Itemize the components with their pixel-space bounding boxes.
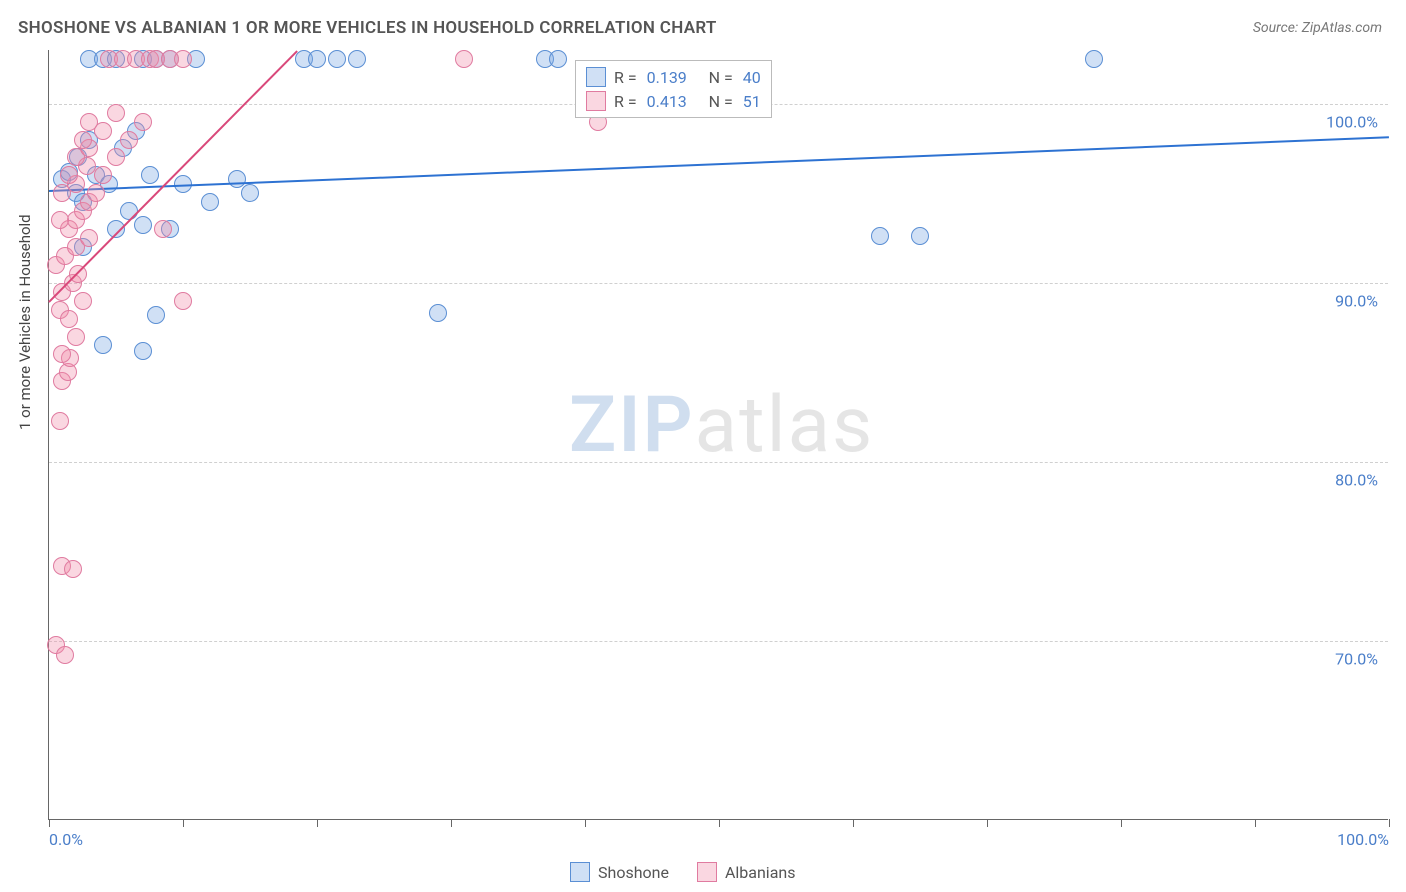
legend-n-value: 40 [743, 68, 761, 87]
data-point [174, 50, 192, 68]
legend-item-shoshone: Shoshone [570, 862, 669, 882]
x-tick [1121, 819, 1122, 827]
gridline [49, 283, 1388, 284]
data-point [1085, 50, 1103, 68]
data-point [67, 328, 85, 346]
data-point [74, 292, 92, 310]
source-label: Source: ZipAtlas.com [1253, 20, 1382, 36]
y-tick-label: 100.0% [1326, 112, 1378, 131]
legend-r-value: 0.413 [647, 92, 701, 111]
chart-title: SHOSHONE VS ALBANIAN 1 OR MORE VEHICLES … [18, 18, 717, 38]
gridline [49, 641, 1388, 642]
data-point [308, 50, 326, 68]
data-point [429, 304, 447, 322]
x-tick [719, 819, 720, 827]
data-point [134, 342, 152, 360]
x-tick [987, 819, 988, 827]
data-point [154, 220, 172, 238]
data-point [60, 310, 78, 328]
x-tick [1255, 819, 1256, 827]
data-point [87, 184, 105, 202]
x-tick [585, 819, 586, 827]
x-tick [451, 819, 452, 827]
y-axis-label: 1 or more Vehicles in Household [16, 214, 34, 430]
legend-swatch [586, 67, 606, 87]
legend-correlation: R = 0.139 N = 40 R = 0.413 N = 51 [575, 60, 772, 118]
legend-n-label: N = [709, 92, 733, 111]
x-tick [853, 819, 854, 827]
trend-line [49, 136, 1389, 192]
data-point [51, 412, 69, 430]
legend-swatch-albanians [697, 862, 717, 882]
y-tick-label: 80.0% [1335, 470, 1378, 489]
data-point [549, 50, 567, 68]
legend-n-label: N = [709, 68, 733, 87]
legend-label-albanians: Albanians [725, 863, 796, 882]
legend-r-value: 0.139 [647, 68, 701, 87]
data-point [56, 646, 74, 664]
data-point [455, 50, 473, 68]
watermark-zip: ZIP [569, 380, 695, 471]
data-point [107, 104, 125, 122]
legend-swatch [586, 91, 606, 111]
data-point [911, 227, 929, 245]
data-point [241, 184, 259, 202]
data-point [107, 148, 125, 166]
legend-item-albanians: Albanians [697, 862, 796, 882]
watermark: ZIPatlas [569, 380, 874, 471]
data-point [174, 292, 192, 310]
data-point [141, 166, 159, 184]
data-point [80, 229, 98, 247]
legend-label-shoshone: Shoshone [598, 863, 669, 882]
x-tick-label: 0.0% [49, 830, 83, 849]
legend-bottom: Shoshone Albanians [570, 862, 796, 882]
legend-swatch-shoshone [570, 862, 590, 882]
x-tick-label: 100.0% [1337, 830, 1389, 849]
trend-line [48, 50, 297, 302]
data-point [60, 166, 78, 184]
data-point [80, 113, 98, 131]
data-point [53, 345, 71, 363]
data-point [120, 131, 138, 149]
scatter-plot: ZIPatlas 70.0%80.0%90.0%100.0%0.0%100.0% [48, 50, 1388, 820]
data-point [147, 306, 165, 324]
y-tick-label: 90.0% [1335, 291, 1378, 310]
data-point [871, 227, 889, 245]
data-point [94, 166, 112, 184]
legend-r-label: R = [614, 92, 637, 111]
data-point [228, 170, 246, 188]
y-tick-label: 70.0% [1335, 649, 1378, 668]
legend-r-label: R = [614, 68, 637, 87]
data-point [201, 193, 219, 211]
x-tick [317, 819, 318, 827]
watermark-atlas: atlas [695, 380, 875, 471]
data-point [348, 50, 366, 68]
x-tick [183, 819, 184, 827]
legend-row: R = 0.139 N = 40 [586, 65, 761, 89]
x-tick [1389, 819, 1390, 827]
data-point [74, 131, 92, 149]
data-point [134, 113, 152, 131]
data-point [51, 211, 69, 229]
data-point [134, 216, 152, 234]
legend-row: R = 0.413 N = 51 [586, 89, 761, 113]
data-point [64, 560, 82, 578]
data-point [94, 336, 112, 354]
legend-n-value: 51 [743, 92, 761, 111]
gridline [49, 462, 1388, 463]
data-point [328, 50, 346, 68]
x-tick [49, 819, 50, 827]
